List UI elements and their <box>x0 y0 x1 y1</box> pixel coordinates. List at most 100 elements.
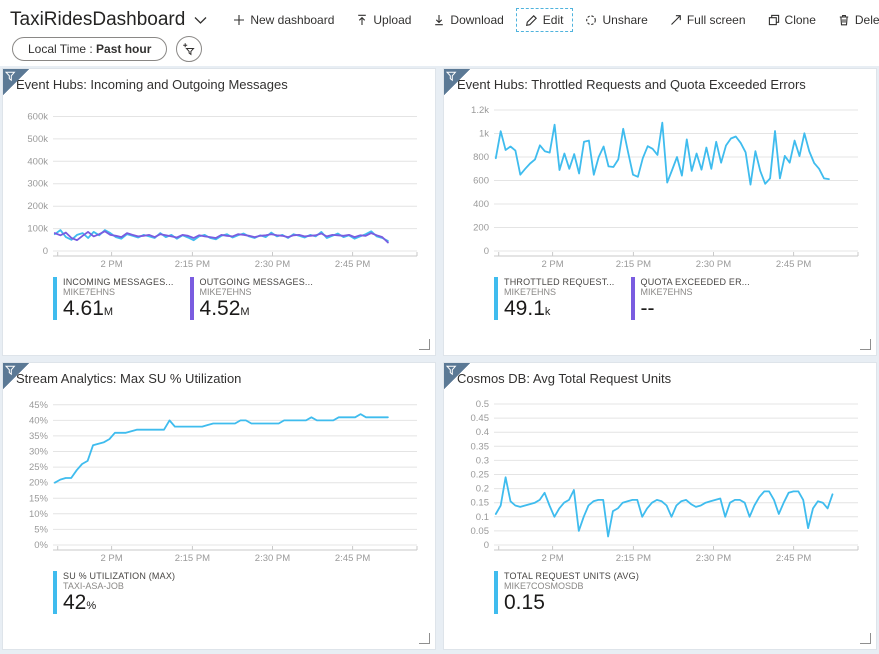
toolbar-button-label: Unshare <box>602 13 648 27</box>
toolbar-button-label: Edit <box>542 13 564 27</box>
svg-text:2:15 PM: 2:15 PM <box>616 259 651 270</box>
tile-title: Event Hubs: Throttled Requests and Quota… <box>457 77 806 92</box>
dashboard-title[interactable]: TaxiRidesDashboard <box>10 9 207 31</box>
tile-title: Stream Analytics: Max SU % Utilization <box>16 371 242 386</box>
svg-text:100k: 100k <box>27 224 48 235</box>
legend-item: TOTAL REQUEST UNITS (AVG) MIKE7COSMOSDB 0.… <box>494 571 639 614</box>
dashboard-grid: Event Hubs: Incoming and Outgoing Messag… <box>0 66 879 654</box>
tile-cosmos-ru[interactable]: Cosmos DB: Avg Total Request Units 0 0.05… <box>443 362 877 650</box>
svg-text:40%: 40% <box>29 415 49 426</box>
svg-text:2 PM: 2 PM <box>101 259 123 270</box>
svg-text:400: 400 <box>473 199 489 210</box>
page-title: TaxiRidesDashboard <box>10 9 186 30</box>
plus-icon <box>234 15 245 25</box>
time-filter-prefix: Local Time : <box>28 42 97 56</box>
time-filter-pill[interactable]: Local Time : Past hour <box>12 37 168 61</box>
toolbar-button-delete[interactable]: Delete <box>828 8 879 32</box>
time-filter-value: Past hour <box>96 42 152 56</box>
svg-text:200: 200 <box>473 223 489 234</box>
toolbar-button-label: Clone <box>784 13 816 27</box>
svg-text:30%: 30% <box>29 447 49 458</box>
svg-text:0.35: 0.35 <box>471 441 490 452</box>
chevron-down-icon <box>194 16 207 24</box>
svg-text:600: 600 <box>473 176 489 187</box>
svg-text:2 PM: 2 PM <box>542 553 564 564</box>
legend-value: 42% <box>63 591 97 614</box>
legend-value: 4.52M <box>199 297 250 320</box>
tile-title: Event Hubs: Incoming and Outgoing Messag… <box>16 77 288 92</box>
delete-icon <box>839 15 849 26</box>
tile-title: Cosmos DB: Avg Total Request Units <box>457 371 672 386</box>
legend-metric-label: QUOTA EXCEEDED ER... <box>640 277 750 287</box>
unshare-icon <box>586 15 597 26</box>
svg-text:10%: 10% <box>29 509 49 520</box>
legend-metric-label: INCOMING MESSAGES... <box>63 277 174 287</box>
toolbar-button-unshare[interactable]: Unshare <box>575 8 657 32</box>
tile-filter-badge <box>3 69 29 95</box>
tile-eventhubs-messages[interactable]: Event Hubs: Incoming and Outgoing Messag… <box>2 68 436 356</box>
tile-eventhubs-throttled[interactable]: Event Hubs: Throttled Requests and Quota… <box>443 68 877 356</box>
svg-text:2:15 PM: 2:15 PM <box>175 553 210 564</box>
legend-value-unit: % <box>86 600 97 612</box>
legend-resource-name: MIKE7COSMOSDB <box>504 581 584 591</box>
legend-color-bar <box>494 277 498 320</box>
legend-item: SU % UTILIZATION (MAX) TAXI-ASA-JOB 42% <box>53 571 175 614</box>
svg-text:2:15 PM: 2:15 PM <box>616 553 651 564</box>
svg-text:0.45: 0.45 <box>471 413 490 424</box>
svg-text:0: 0 <box>484 246 489 257</box>
legend-value: 49.1k <box>504 297 551 320</box>
legend-metric-label: THROTTLED REQUEST... <box>504 277 615 287</box>
tile-asa-utilization[interactable]: Stream Analytics: Max SU % Utilization 0… <box>2 362 436 650</box>
add-filter-button[interactable] <box>176 36 203 62</box>
toolbar-button-edit[interactable]: Edit <box>515 8 574 32</box>
legend-metric-label: OUTGOING MESSAGES... <box>199 277 314 287</box>
legend-value: 4.61M <box>63 297 114 320</box>
clone-icon <box>768 14 779 26</box>
legend-item: OUTGOING MESSAGES... MIKE7EHNS 4.52M <box>189 277 314 320</box>
toolbar-button-download[interactable]: Download <box>423 8 513 32</box>
tile-resize-handle[interactable] <box>860 339 871 350</box>
legend-value: -- <box>640 297 655 320</box>
svg-text:0.25: 0.25 <box>471 470 490 481</box>
legend-resource-name: TAXI-ASA-JOB <box>63 581 124 591</box>
legend-metric-label: SU % UTILIZATION (MAX) <box>63 571 176 581</box>
toolbar-button-label: Upload <box>373 13 412 27</box>
tile-resize-handle[interactable] <box>419 339 430 350</box>
svg-text:500k: 500k <box>27 134 48 145</box>
toolbar-button-upload[interactable]: Upload <box>346 8 421 32</box>
legend-resource-name: MIKE7EHNS <box>63 287 116 297</box>
toolbar-button-label: Delete <box>854 13 879 27</box>
svg-text:0.15: 0.15 <box>471 498 490 509</box>
tile-filter-badge <box>444 69 470 95</box>
toolbar-button-fullscreen[interactable]: Full screen <box>660 8 756 32</box>
tile-filter-badge <box>3 363 29 389</box>
svg-text:2:45 PM: 2:45 PM <box>776 553 811 564</box>
legend-color-bar <box>53 571 57 614</box>
svg-text:20%: 20% <box>29 478 49 489</box>
legend-item: INCOMING MESSAGES... MIKE7EHNS 4.61M <box>53 277 174 320</box>
tile-legend: INCOMING MESSAGES... MIKE7EHNS 4.61M OUTGOI… <box>53 277 435 320</box>
tile-resize-handle[interactable] <box>419 633 430 644</box>
svg-text:35%: 35% <box>29 431 49 442</box>
legend-item: QUOTA EXCEEDED ER... MIKE7EHNS -- <box>630 277 750 320</box>
funnel-icon <box>5 365 16 376</box>
tile-resize-handle[interactable] <box>860 633 871 644</box>
download-icon <box>435 15 444 26</box>
legend-value-unit: M <box>240 306 250 318</box>
legend-resource-name: MIKE7EHNS <box>199 287 252 297</box>
svg-text:2:45 PM: 2:45 PM <box>335 259 370 270</box>
svg-text:2 PM: 2 PM <box>542 259 564 270</box>
svg-text:5%: 5% <box>34 524 48 535</box>
toolbar-button-clone[interactable]: Clone <box>758 8 826 32</box>
svg-text:0.05: 0.05 <box>471 526 490 537</box>
svg-text:45%: 45% <box>29 400 49 411</box>
toolbar-button-new-dashboard[interactable]: New dashboard <box>223 8 344 32</box>
legend-color-bar <box>630 277 635 320</box>
svg-text:25%: 25% <box>29 462 49 473</box>
svg-text:2:30 PM: 2:30 PM <box>696 259 731 270</box>
legend-resource-name: MIKE7EHNS <box>504 287 557 297</box>
legend-value-unit: M <box>103 306 114 318</box>
svg-text:2:45 PM: 2:45 PM <box>776 259 811 270</box>
tile-filter-badge <box>444 363 470 389</box>
legend-color-bar <box>53 277 57 320</box>
